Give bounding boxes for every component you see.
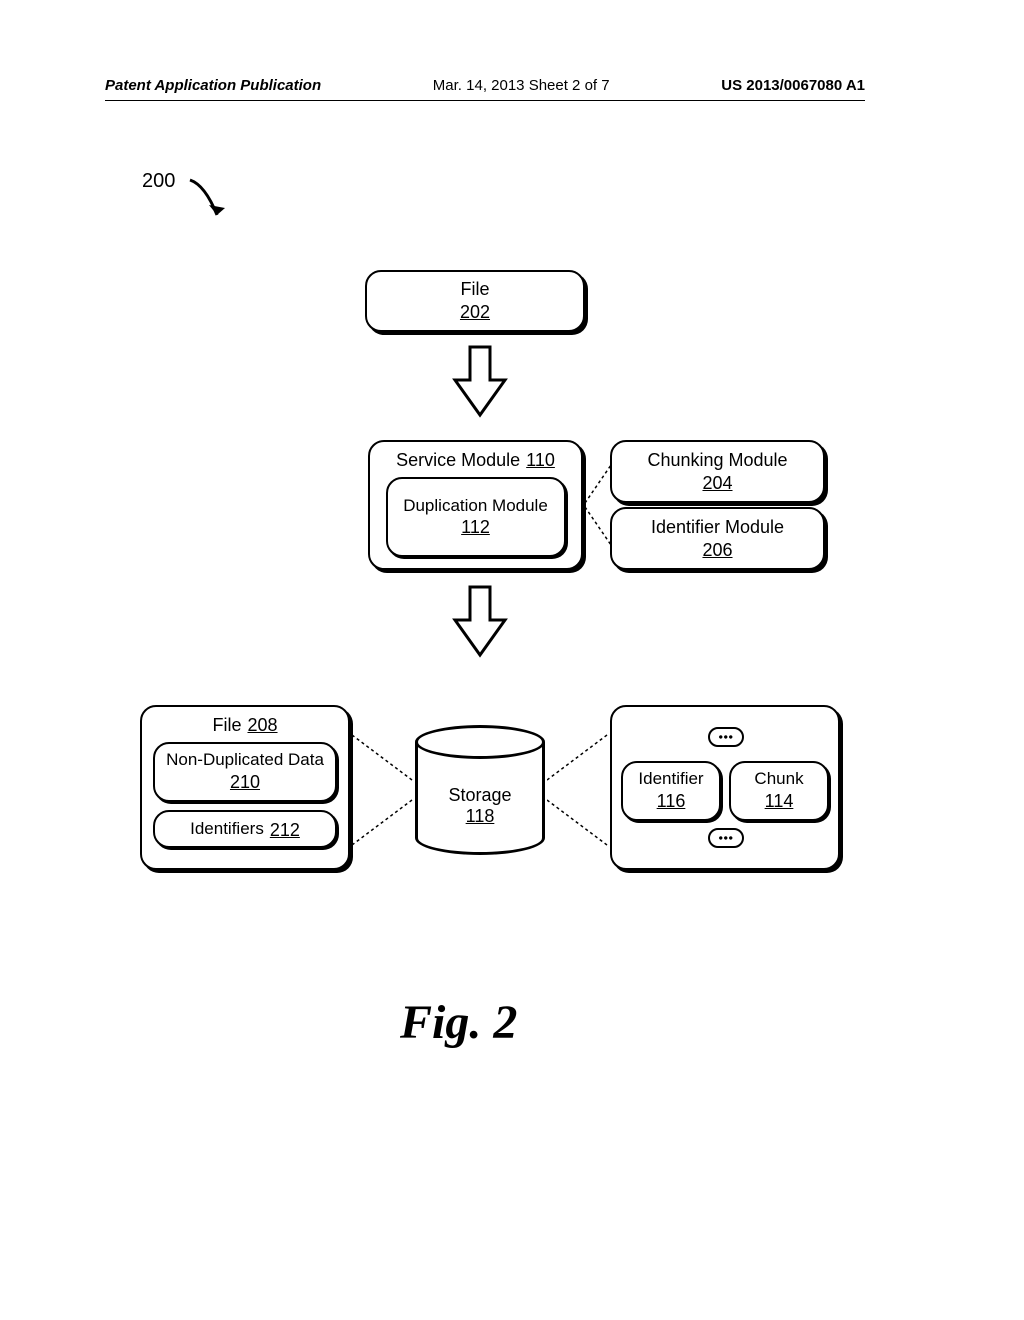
dashed-connector-left — [352, 730, 422, 850]
service-module-box: Service Module 110 Duplication Module 11… — [368, 440, 583, 570]
ellipsis-pill-bottom: ••• — [708, 828, 744, 848]
date-sheet-label: Mar. 14, 2013 Sheet 2 of 7 — [433, 77, 610, 94]
identifier-title: Identifier — [638, 769, 703, 789]
ellipsis-pill-top: ••• — [708, 727, 744, 747]
file-box: File 202 — [365, 270, 585, 332]
indicator-arrow-icon — [185, 175, 245, 235]
arrow-down-icon-1 — [452, 345, 512, 425]
duplication-module-ref: 112 — [461, 517, 490, 538]
diagram-area: 200 File 202 Service Module 110 Duplicat… — [0, 160, 1024, 1160]
storage-ref: 118 — [466, 806, 495, 827]
figure-ref-number: 200 — [142, 170, 175, 193]
identifier-module-ref: 206 — [702, 540, 732, 561]
chunking-module-box: Chunking Module 204 — [610, 440, 825, 503]
header-divider — [105, 100, 865, 101]
nondup-title: Non-Duplicated Data — [166, 751, 324, 770]
arrow-down-icon-2 — [452, 585, 512, 665]
chunking-module-title: Chunking Module — [647, 450, 787, 471]
file208-ref: 208 — [247, 715, 277, 736]
storage-cylinder: Storage 118 — [415, 725, 545, 855]
identifier-chunk-row: Identifier 116 Chunk 114 — [621, 761, 829, 821]
chunking-module-ref: 204 — [702, 473, 732, 494]
nondup-ref: 210 — [230, 772, 260, 793]
duplication-module-title: Duplication Module — [403, 496, 548, 516]
dashed-connector-right — [547, 730, 617, 850]
publication-label: Patent Application Publication — [105, 77, 321, 94]
identifier-module-box: Identifier Module 206 — [610, 507, 825, 570]
identifiers-box: Identifiers 212 — [153, 810, 337, 848]
identifier-box: Identifier 116 — [621, 761, 721, 821]
file208-header: File 208 — [212, 713, 277, 736]
figure-caption: Fig. 2 — [400, 995, 517, 1050]
page-header: Patent Application Publication Mar. 14, … — [105, 77, 865, 94]
file-title: File — [460, 279, 489, 300]
identifier-module-title: Identifier Module — [651, 517, 784, 538]
nondup-box: Non-Duplicated Data 210 — [153, 742, 337, 802]
service-module-ref: 110 — [526, 450, 555, 471]
chunk-title: Chunk — [754, 769, 803, 789]
identifiers-title: Identifiers — [190, 819, 264, 839]
storage-title: Storage — [448, 785, 511, 806]
identifier-ref: 116 — [657, 791, 686, 812]
file208-title: File — [212, 715, 241, 736]
file208-box: File 208 Non-Duplicated Data 210 Identif… — [140, 705, 350, 870]
file-ref: 202 — [460, 302, 490, 323]
duplication-module-box: Duplication Module 112 — [386, 477, 566, 557]
service-module-header: Service Module 110 — [396, 448, 555, 471]
service-module-title: Service Module — [396, 450, 520, 471]
patent-id-label: US 2013/0067080 A1 — [721, 77, 865, 94]
chunk-ref: 114 — [765, 791, 794, 812]
identifiers-ref: 212 — [270, 820, 300, 841]
dashed-connector-1 — [585, 455, 625, 555]
chunk-box: Chunk 114 — [729, 761, 829, 821]
chunk-container-box: ••• Identifier 116 Chunk 114 ••• — [610, 705, 840, 870]
